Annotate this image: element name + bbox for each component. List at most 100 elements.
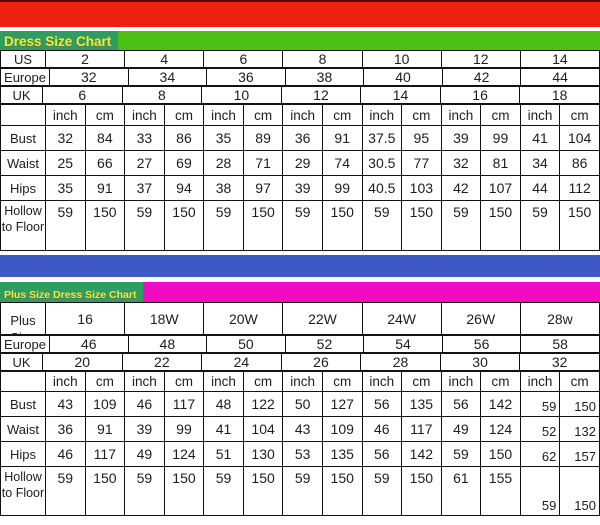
measure-value-cell: 49 — [124, 441, 165, 467]
plus-size-label: Plus Size — [10, 312, 36, 334]
measure-value-cell: 46 — [124, 391, 165, 417]
size-value-cell: 48 — [127, 335, 208, 353]
size-value-cell: 32 — [519, 353, 600, 371]
unit-header-cell: inch — [282, 104, 323, 126]
measure-value-cell: 59 — [440, 200, 482, 251]
unit-header-cell: cm — [401, 371, 442, 392]
measure-value-cell: 142 — [401, 441, 442, 467]
measure-value-cell: 46 — [361, 416, 403, 442]
measure-value-cell: 104 — [559, 125, 600, 151]
unit-header-cell: inch — [440, 371, 482, 392]
size-value-cell: 56 — [441, 335, 522, 353]
measure-value-cell: 69 — [163, 150, 205, 176]
size-value-cell: 8 — [121, 86, 203, 104]
measure-value-cell: 91 — [321, 125, 363, 151]
measure-value-cell: 59 — [282, 466, 323, 516]
measure-value-cell: 59 — [282, 200, 323, 251]
standard-measure-table: inch cm inch cm inch cm inch cm inch cm inch cm inch… — [0, 104, 600, 251]
unit-header-cell: inch — [440, 104, 482, 126]
unit-header-cell: cm — [559, 371, 600, 392]
measure-value-cell: 59 — [361, 200, 403, 251]
measure-value-cell: 59 — [45, 466, 86, 516]
size-value-cell: 46 — [49, 335, 129, 353]
measure-value-cell: 132 — [559, 416, 600, 442]
table-row: Waist 36 91 39 99 41 104 43 109 46 117 49 124 52 132 — [0, 416, 600, 442]
standard-header-fill — [118, 31, 600, 50]
measure-value-cell: 59 — [124, 466, 165, 516]
measure-value-cell: 56 — [361, 441, 403, 467]
unit-header-cell: cm — [84, 104, 126, 126]
standard-chart-header: Dress Size Chart — [0, 31, 600, 50]
size-value-cell: 8 — [282, 50, 363, 68]
measure-value-cell: 28 — [203, 150, 244, 176]
measure-value-cell: 150 — [401, 200, 442, 251]
table-row: Europe 32 34 36 38 40 42 44 — [0, 68, 600, 86]
measure-value-cell: 46 — [45, 441, 86, 467]
size-value-cell: 6 — [42, 86, 123, 104]
size-value-cell: 20W — [203, 302, 284, 335]
size-value-cell: 30 — [439, 353, 521, 371]
size-value-cell: 36 — [206, 68, 286, 86]
measure-value-cell: 150 — [163, 200, 205, 251]
measure-value-cell: 157 — [559, 441, 600, 467]
measure-value-cell: 36 — [45, 416, 86, 442]
plus-header-fill — [143, 282, 600, 302]
unit-header-cell: cm — [321, 104, 363, 126]
measure-value-cell: 99 — [321, 175, 363, 201]
size-value-cell: 44 — [520, 68, 600, 86]
measure-value-cell: 59 — [519, 466, 561, 516]
measure-value-cell: 104 — [242, 416, 284, 442]
measure-value-cell: 30.5 — [361, 150, 403, 176]
unit-header-cell: cm — [480, 104, 521, 126]
row-label-cell: Bust — [0, 125, 46, 151]
measure-value-cell: 150 — [84, 200, 126, 251]
size-value-cell: 40 — [363, 68, 443, 86]
unit-header-cell: cm — [480, 371, 521, 392]
row-label-cell: Hips — [0, 441, 46, 467]
measure-value-cell: 150 — [321, 466, 363, 516]
measure-value-cell: 124 — [480, 416, 521, 442]
measure-value-cell: 99 — [163, 416, 205, 442]
size-value-cell: 26W — [440, 302, 521, 335]
measure-value-cell: 35 — [203, 125, 244, 151]
measure-value-cell: 112 — [559, 175, 600, 201]
row-label-cell: Waist — [0, 150, 46, 176]
measure-value-cell: 43 — [45, 391, 86, 417]
row-label-cell: Bust — [0, 391, 46, 417]
table-row: Bust 43 109 46 117 48 122 50 127 56 135 56 142 59 150 — [0, 391, 600, 417]
plus-uk-row: UK 20 22 24 26 28 30 32 — [0, 353, 600, 371]
measure-value-cell: 109 — [321, 416, 363, 442]
measure-value-cell: 117 — [163, 391, 205, 417]
measure-value-cell: 150 — [401, 466, 442, 516]
measure-value-cell: 51 — [203, 441, 244, 467]
measure-value-cell: 95 — [401, 125, 442, 151]
unit-header-cell: cm — [559, 104, 600, 126]
size-value-cell: 26 — [280, 353, 362, 371]
measure-value-cell: 86 — [559, 150, 600, 176]
plus-measure-table: inch cm inch cm inch cm inch cm inch cm inch cm inch… — [0, 371, 600, 516]
measure-value-cell: 130 — [242, 441, 284, 467]
measure-value-cell: 117 — [401, 416, 442, 442]
measure-value-cell: 150 — [480, 441, 521, 467]
measure-value-cell: 109 — [84, 391, 126, 417]
measure-value-cell: 44 — [519, 175, 561, 201]
row-label-cell: UK — [0, 86, 43, 104]
measure-value-cell: 37 — [124, 175, 165, 201]
table-row: Europe 46 48 50 52 54 56 58 — [0, 335, 600, 353]
standard-us-row: US 2 4 6 8 10 12 14 — [0, 50, 600, 68]
measure-value-cell: 155 — [480, 466, 521, 516]
measure-value-cell: 103 — [401, 175, 442, 201]
size-value-cell: 24 — [201, 353, 282, 371]
size-value-cell: 18W — [124, 302, 205, 335]
measure-value-cell: 81 — [480, 150, 521, 176]
standard-chart-title: Dress Size Chart — [0, 31, 119, 50]
measure-value-cell: 117 — [84, 441, 126, 467]
measure-value-cell: 32 — [440, 150, 482, 176]
size-value-cell: 16 — [44, 302, 126, 335]
measure-value-cell: 25 — [45, 150, 86, 176]
standard-uk-row: UK 6 8 10 12 14 16 18 — [0, 86, 600, 104]
measure-value-cell: 59 — [45, 200, 86, 251]
size-value-cell: 16 — [439, 86, 521, 104]
